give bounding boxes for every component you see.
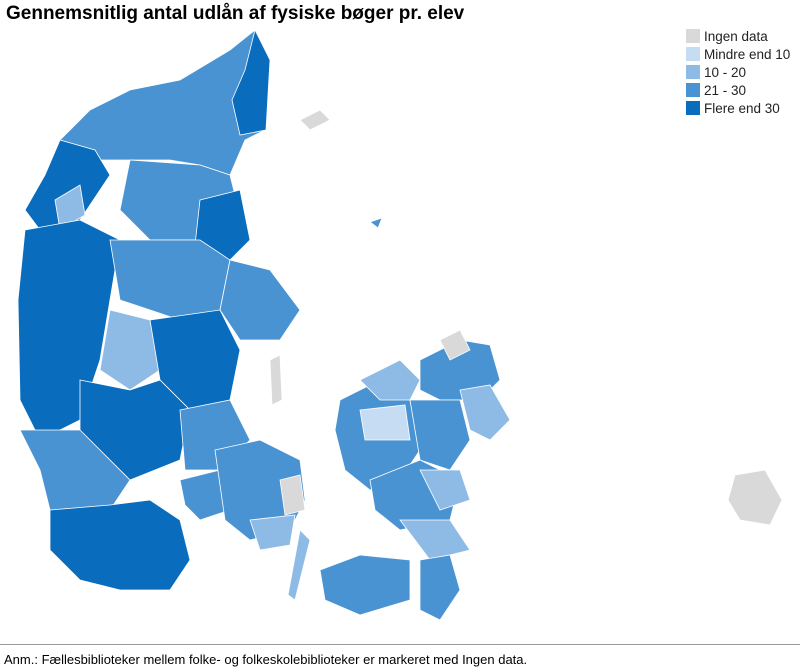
region-stevns[interactable]	[419, 469, 471, 511]
region-viborg[interactable]	[109, 239, 231, 321]
region-thy[interactable]	[24, 139, 111, 231]
region-lolland[interactable]	[319, 554, 411, 616]
legend-item-mindre-end-10: Mindre end 10	[686, 45, 790, 63]
region-djursland[interactable]	[219, 259, 301, 341]
region-south-jutland[interactable]	[49, 499, 191, 591]
region-als[interactable]	[179, 469, 231, 521]
region-falster[interactable]	[419, 554, 461, 621]
legend-swatch	[686, 65, 700, 79]
legend-item-flere-end-30: Flere end 30	[686, 99, 790, 117]
legend-swatch	[686, 101, 700, 115]
region-copenhagen[interactable]	[459, 384, 511, 441]
region-langeland[interactable]	[287, 529, 311, 601]
region-helsingoer-nodata[interactable]	[439, 329, 471, 361]
legend-swatch	[686, 83, 700, 97]
region-roskilde[interactable]	[359, 404, 411, 441]
region-svendborg[interactable]	[249, 514, 296, 551]
region-north-tip[interactable]	[231, 28, 271, 136]
legend-label: Ingen data	[704, 28, 768, 44]
region-kattegat-coast[interactable]	[194, 189, 251, 261]
region-vordingborg[interactable]	[399, 519, 471, 561]
map-legend: Ingen data Mindre end 10 10 - 20 21 - 30…	[686, 27, 790, 117]
region-koege[interactable]	[409, 399, 471, 471]
legend-label: 21 - 30	[704, 82, 747, 98]
denmark-choropleth-map	[17, 28, 783, 621]
legend-label: Flere end 30	[704, 100, 780, 116]
region-bornholm-nodata[interactable]	[727, 469, 783, 526]
footer-divider	[0, 644, 800, 645]
legend-label: 10 - 20	[704, 64, 747, 80]
region-funen[interactable]	[214, 439, 306, 541]
region-silkeborg[interactable]	[99, 309, 161, 391]
region-mors[interactable]	[54, 184, 86, 231]
legend-item-10-20: 10 - 20	[686, 63, 790, 81]
region-anholt[interactable]	[369, 217, 383, 229]
legend-item-21-30: 21 - 30	[686, 81, 790, 99]
region-odense-nodata[interactable]	[279, 474, 306, 516]
legend-swatch	[686, 47, 700, 61]
legend-label: Mindre end 10	[704, 46, 791, 62]
footnote: Anm.: Fællesbiblioteker mellem folke- og…	[4, 652, 528, 667]
map-title: Gennemsnitlig antal udlån af fysiske bøg…	[6, 3, 465, 24]
region-holbaek[interactable]	[359, 359, 421, 401]
legend-swatch	[686, 29, 700, 43]
region-samsoe[interactable]	[269, 354, 283, 406]
legend-item-ingen-data: Ingen data	[686, 27, 790, 45]
region-laesoe[interactable]	[299, 109, 331, 131]
